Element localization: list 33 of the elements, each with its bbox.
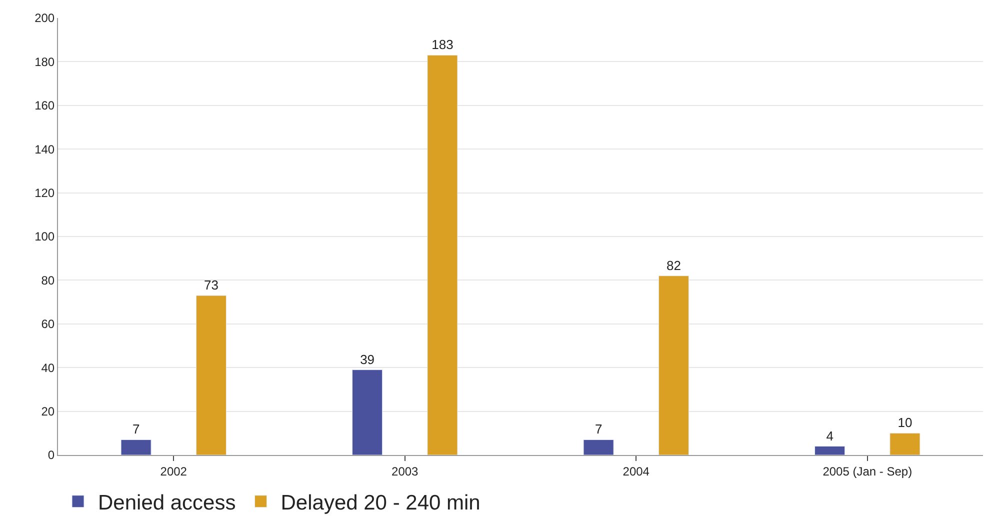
y-tick-label: 60 xyxy=(41,317,55,332)
x-tick-label: 2004 xyxy=(622,464,650,478)
y-tick-label: 120 xyxy=(34,186,55,200)
bar xyxy=(196,295,226,455)
bar xyxy=(427,54,458,455)
y-tick-label: 40 xyxy=(41,360,55,375)
y-tick-label: 100 xyxy=(34,230,55,244)
bar xyxy=(890,432,920,455)
data-label: 183 xyxy=(432,37,454,52)
x-tick-label: 2003 xyxy=(392,464,419,478)
y-tick-label: 180 xyxy=(34,54,55,69)
data-label: 4 xyxy=(826,428,834,444)
y-tick-label: 20 xyxy=(41,404,55,418)
legend-label: Denied access xyxy=(98,492,236,515)
bar xyxy=(583,439,614,455)
bar xyxy=(120,439,152,455)
bar xyxy=(352,370,383,455)
legend-label: Delayed 20 - 240 min xyxy=(280,492,480,515)
data-label: 10 xyxy=(898,415,912,430)
y-tick-label: 0 xyxy=(48,448,55,462)
x-tick-label: 2005 (Jan - Sep) xyxy=(822,464,912,478)
bar xyxy=(814,446,846,455)
data-label: 39 xyxy=(360,352,375,367)
data-label: 7 xyxy=(132,422,140,437)
y-tick-label: 160 xyxy=(34,98,55,113)
bar xyxy=(658,276,689,455)
y-tick-label: 140 xyxy=(34,142,55,156)
y-tick-label: 200 xyxy=(34,11,55,26)
y-tick-label: 80 xyxy=(41,273,55,288)
data-label: 73 xyxy=(204,278,218,292)
data-label: 82 xyxy=(666,258,681,273)
x-tick-label: 2002 xyxy=(160,464,188,478)
data-label: 7 xyxy=(594,422,602,437)
